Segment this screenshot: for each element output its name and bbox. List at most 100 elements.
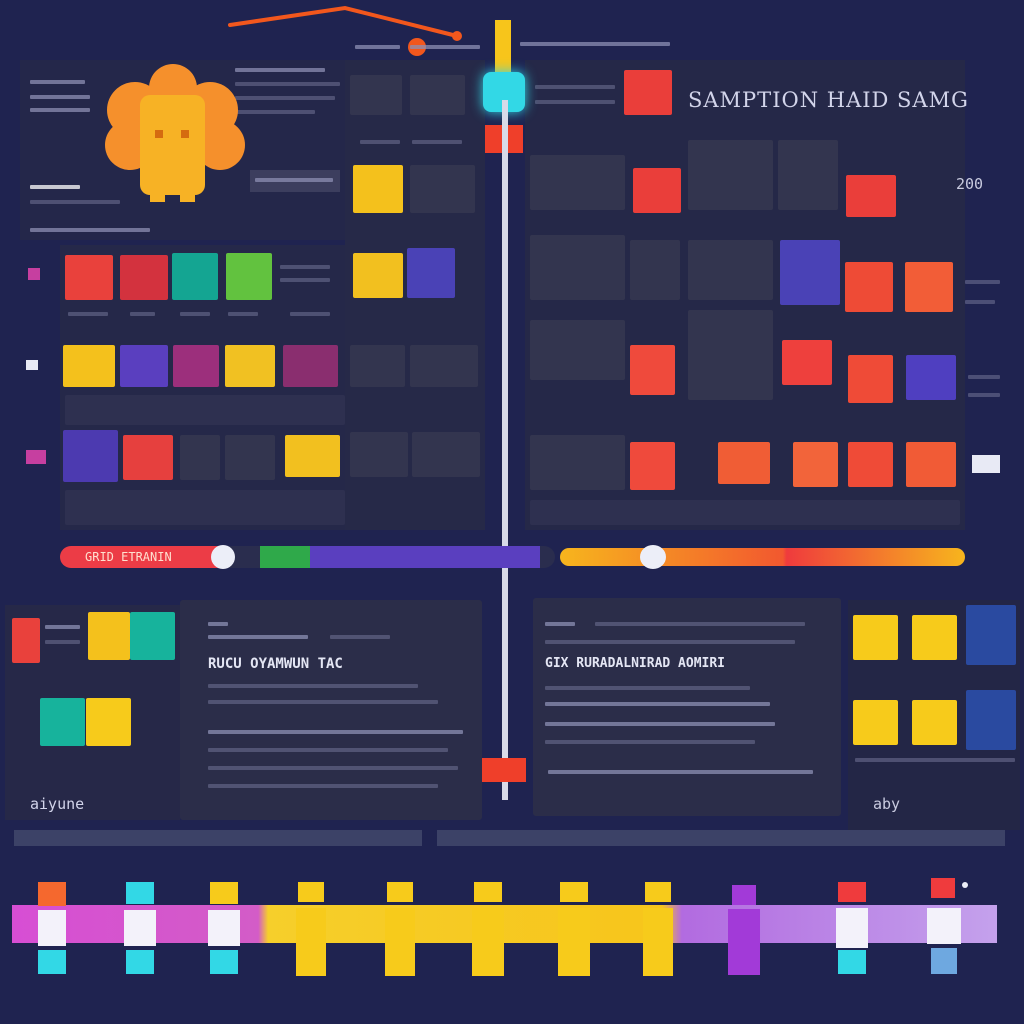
timeline-node[interactable] [38,882,66,977]
lower-divider-bar [14,830,422,846]
tile-red[interactable] [65,255,113,300]
tile-yellow[interactable] [63,345,115,387]
panel-cell[interactable] [688,140,773,210]
placeholder-line [235,82,340,86]
tile-blue[interactable] [966,605,1016,665]
tile-red[interactable] [123,435,173,480]
placeholder-line [30,95,90,99]
tile-red[interactable] [12,618,40,663]
placeholder-line [45,625,80,629]
panel-cell[interactable] [530,155,625,210]
tile-yellow[interactable] [353,165,403,213]
placeholder-line [290,312,330,316]
cursor-bottom-marker [482,758,526,782]
panel-cell[interactable] [530,235,625,300]
tile-red[interactable] [630,345,675,395]
tile-red[interactable] [846,175,896,217]
color-slider-track[interactable] [560,548,965,566]
tile-yellow[interactable] [225,345,275,387]
panel-cell[interactable] [530,500,960,525]
panel-cell[interactable] [410,165,475,213]
tile-yellow[interactable] [912,615,957,660]
panel-cell[interactable] [410,345,478,387]
tile-teal[interactable] [40,698,85,746]
panel-cell[interactable] [630,240,680,300]
tile-red[interactable] [633,168,681,213]
tile-dark[interactable] [65,490,345,525]
tile-teal[interactable] [130,612,175,660]
placeholder-line [208,784,438,788]
tile-teal[interactable] [172,253,218,300]
timeline-node[interactable] [927,878,961,975]
placeholder-line [855,758,1015,762]
tile-yellow[interactable] [853,615,898,660]
panel-cell[interactable] [530,320,625,380]
timeline-node[interactable] [836,882,868,977]
tile-yellow[interactable] [853,700,898,745]
tile-red[interactable] [624,70,672,115]
tile-dark[interactable] [65,395,345,425]
tile-yellow[interactable] [86,698,131,746]
tile-purple[interactable] [407,248,455,298]
timeline-node[interactable] [124,882,156,977]
timeline-slider-knob[interactable] [211,545,236,569]
tile-dark[interactable] [180,435,220,480]
timeline-purple-segment [310,546,540,568]
tile-purple[interactable] [63,430,118,482]
tile-red[interactable] [120,255,168,300]
right-code-label: 200 [956,175,984,193]
vertical-cursor-line[interactable] [502,100,508,800]
tile-yellow[interactable] [353,253,403,298]
tile-yellow[interactable] [912,700,957,745]
timeline-end-marker [962,882,968,888]
panel-cell[interactable] [688,310,773,400]
right-text-card[interactable] [533,598,841,816]
tile-red[interactable] [848,442,893,487]
gear-mascot-icon [105,64,245,202]
timeline-slider-fill [60,546,224,568]
timeline-node[interactable] [208,882,240,977]
tile-orange[interactable] [793,442,838,487]
color-slider-knob[interactable] [640,545,667,569]
tile-magenta[interactable] [173,345,219,387]
tile-yellow[interactable] [88,612,130,660]
placeholder-line [545,702,770,706]
tile-purple[interactable] [906,355,956,400]
tile-red[interactable] [845,262,893,312]
tile-magenta[interactable] [283,345,338,387]
tile-orange[interactable] [905,262,953,312]
placeholder-line [208,635,308,639]
timeline-node[interactable] [385,882,415,977]
panel-cell[interactable] [410,75,465,115]
panel-cell[interactable] [350,432,408,477]
tile-green[interactable] [226,253,272,300]
panel-cell[interactable] [688,240,773,300]
tile-orange[interactable] [718,442,770,484]
tile-blue[interactable] [966,690,1016,750]
tile-red[interactable] [848,355,893,403]
placeholder-line [545,640,795,644]
placeholder-line [208,700,438,704]
tile-purple[interactable] [120,345,168,387]
panel-cell[interactable] [778,140,838,210]
panel-cell[interactable] [350,345,405,387]
timeline-node[interactable] [472,882,504,977]
timeline-node[interactable] [558,882,590,977]
timeline-node[interactable] [728,885,760,977]
tile-red[interactable] [782,340,832,385]
timeline-node[interactable] [296,882,326,977]
tile-dark[interactable] [225,435,275,480]
tile-red[interactable] [630,442,675,490]
timeline-slider-track[interactable] [60,546,555,568]
panel-cell[interactable] [412,432,480,477]
timeline-node[interactable] [643,882,673,977]
panel-cell[interactable] [350,75,402,115]
panel-cell[interactable] [530,435,625,490]
right-card-heading: GIX RURADALNIRAD AOMIRI [545,656,726,671]
tile-yellow[interactable] [285,435,340,477]
tile-orange[interactable] [906,442,956,487]
crosshair-top-bar [495,20,511,80]
placeholder-line [545,722,775,726]
tile-purple[interactable] [780,240,840,305]
bottom-timeline-strip[interactable] [12,905,997,943]
